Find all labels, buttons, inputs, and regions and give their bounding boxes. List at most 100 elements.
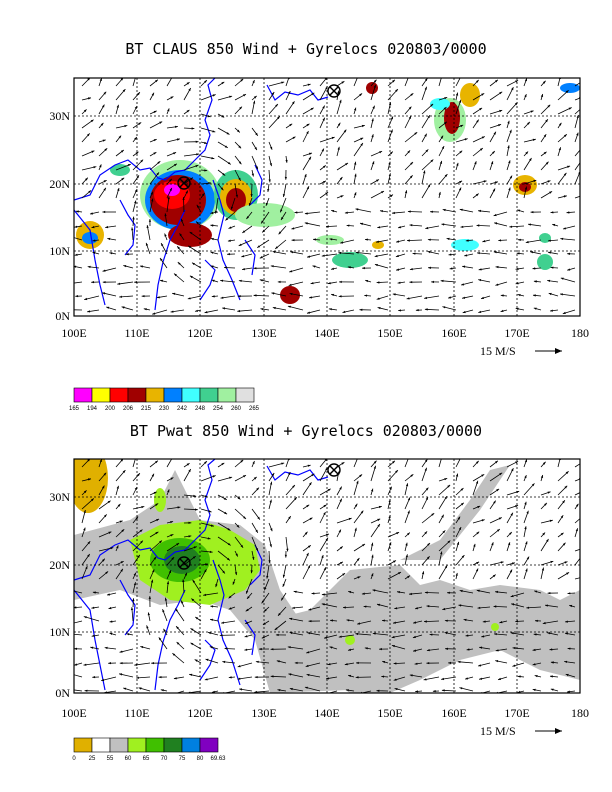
wind-arrow (557, 459, 561, 468)
wind-arrowhead (567, 647, 571, 650)
wind-arrow (404, 78, 409, 87)
wind-arrowhead (171, 557, 175, 560)
wind-arrowhead (221, 81, 225, 85)
wind-arrowhead (99, 164, 102, 168)
wind-arrowhead (430, 210, 433, 213)
wind-arrowhead (475, 568, 479, 572)
wind-arrowhead (543, 151, 547, 155)
wind-arrowhead (376, 281, 380, 284)
wind-arrowhead (455, 92, 459, 96)
wind-arrowhead (310, 282, 314, 285)
legend-swatch (217, 387, 237, 403)
wind-arrowhead (458, 99, 462, 103)
wind-arrowhead (237, 129, 240, 133)
wind-arrowhead (498, 517, 502, 520)
wind-arrowhead (566, 211, 570, 214)
wind-arrowhead (173, 152, 177, 155)
panel1-y-labels: 0N 10N 20N 30N (49, 109, 70, 323)
wind-arrowhead (307, 83, 311, 86)
wind-arrowhead (277, 116, 280, 120)
wind-arrowhead (227, 528, 231, 531)
wind-arrowhead (220, 187, 224, 191)
wind-arrowhead (281, 81, 285, 84)
wind-arrowhead (167, 196, 170, 200)
wind-arrowhead (362, 266, 365, 270)
wind-arrowhead (196, 204, 200, 208)
wind-arrowhead (493, 605, 497, 608)
wind-arrowhead (204, 569, 207, 573)
wind-arrowhead (397, 281, 401, 284)
wind-arrowhead (532, 138, 536, 141)
wind-arrowhead (255, 548, 258, 552)
legend-swatch (199, 737, 219, 753)
wind-arrowhead (271, 92, 275, 95)
wind-arrowhead (377, 226, 381, 229)
wind-arrowhead (211, 157, 215, 160)
wind-arrowhead (102, 485, 105, 489)
wind-arrowhead (243, 94, 246, 97)
legend-tick-label: 194 (87, 406, 98, 412)
wind-arrowhead (515, 620, 519, 623)
wind-arrowhead (371, 134, 374, 138)
wind-arrowhead (493, 500, 496, 504)
wind-arrowhead (359, 308, 363, 311)
wind-arrowhead (169, 693, 172, 695)
wind-arrowhead (164, 597, 168, 601)
wind-arrowhead (409, 268, 413, 271)
wind-arrow (285, 459, 290, 468)
wind-arrowhead (235, 553, 238, 557)
wind-arrow (557, 78, 561, 87)
wind-arrowhead (121, 306, 125, 309)
wind-arrowhead (103, 91, 107, 95)
wind-arrowhead (569, 604, 573, 608)
wind-arrowhead (542, 532, 546, 536)
legend-tick-label: 65 (143, 756, 150, 762)
wind-arrowhead (458, 527, 462, 530)
wind-arrowhead (119, 650, 123, 653)
wind-arrowhead (167, 108, 170, 112)
wind-arrowhead (355, 632, 359, 636)
svg-text:130E: 130E (251, 326, 276, 340)
wind-arrowhead (499, 621, 503, 624)
wind-arrowhead (294, 211, 298, 214)
wind-arrowhead (379, 647, 382, 651)
wind-arrowhead (121, 529, 125, 532)
wind-arrowhead (210, 524, 214, 527)
wind-arrowhead (390, 151, 393, 155)
wind-arrowhead (102, 269, 106, 272)
wind-arrowhead (377, 307, 381, 310)
wind-arrowhead (119, 520, 123, 523)
wind-arrowhead (304, 212, 308, 215)
wind-arrowhead (291, 227, 295, 230)
wind-arrowhead (255, 166, 258, 170)
wind-arrowhead (88, 97, 91, 100)
wind-arrowhead (68, 673, 71, 675)
wind-arrowhead (289, 270, 293, 273)
wind-arrowhead (424, 467, 427, 471)
wind-arrowhead (127, 164, 131, 167)
wind-arrowhead (495, 265, 499, 269)
wind-arrowhead (311, 592, 315, 595)
wind-arrowhead (337, 122, 341, 126)
wind-arrowhead (490, 161, 494, 165)
wind-arrowhead (237, 309, 241, 313)
wind-arrowhead (461, 555, 465, 558)
wind-arrow (166, 78, 173, 87)
wind-arrowhead (186, 463, 190, 466)
wind-arrowhead (251, 173, 254, 177)
wind-arrowhead (478, 209, 481, 213)
wind-arrowhead (138, 122, 142, 125)
wind-arrowhead (392, 293, 396, 296)
wind-arrowhead (278, 231, 282, 235)
wind-arrowhead (517, 209, 521, 212)
wind-arrowhead (576, 132, 579, 136)
wind-arrowhead (228, 226, 232, 229)
wind-arrowhead (583, 460, 586, 463)
wind-arrowhead (393, 560, 396, 563)
wind-arrowhead (356, 480, 359, 484)
wind-arrowhead (507, 145, 510, 149)
wind-arrowhead (177, 246, 180, 250)
wind-arrowhead (390, 129, 393, 133)
wind-arrowhead (84, 297, 88, 301)
wind-arrowhead (476, 224, 480, 227)
